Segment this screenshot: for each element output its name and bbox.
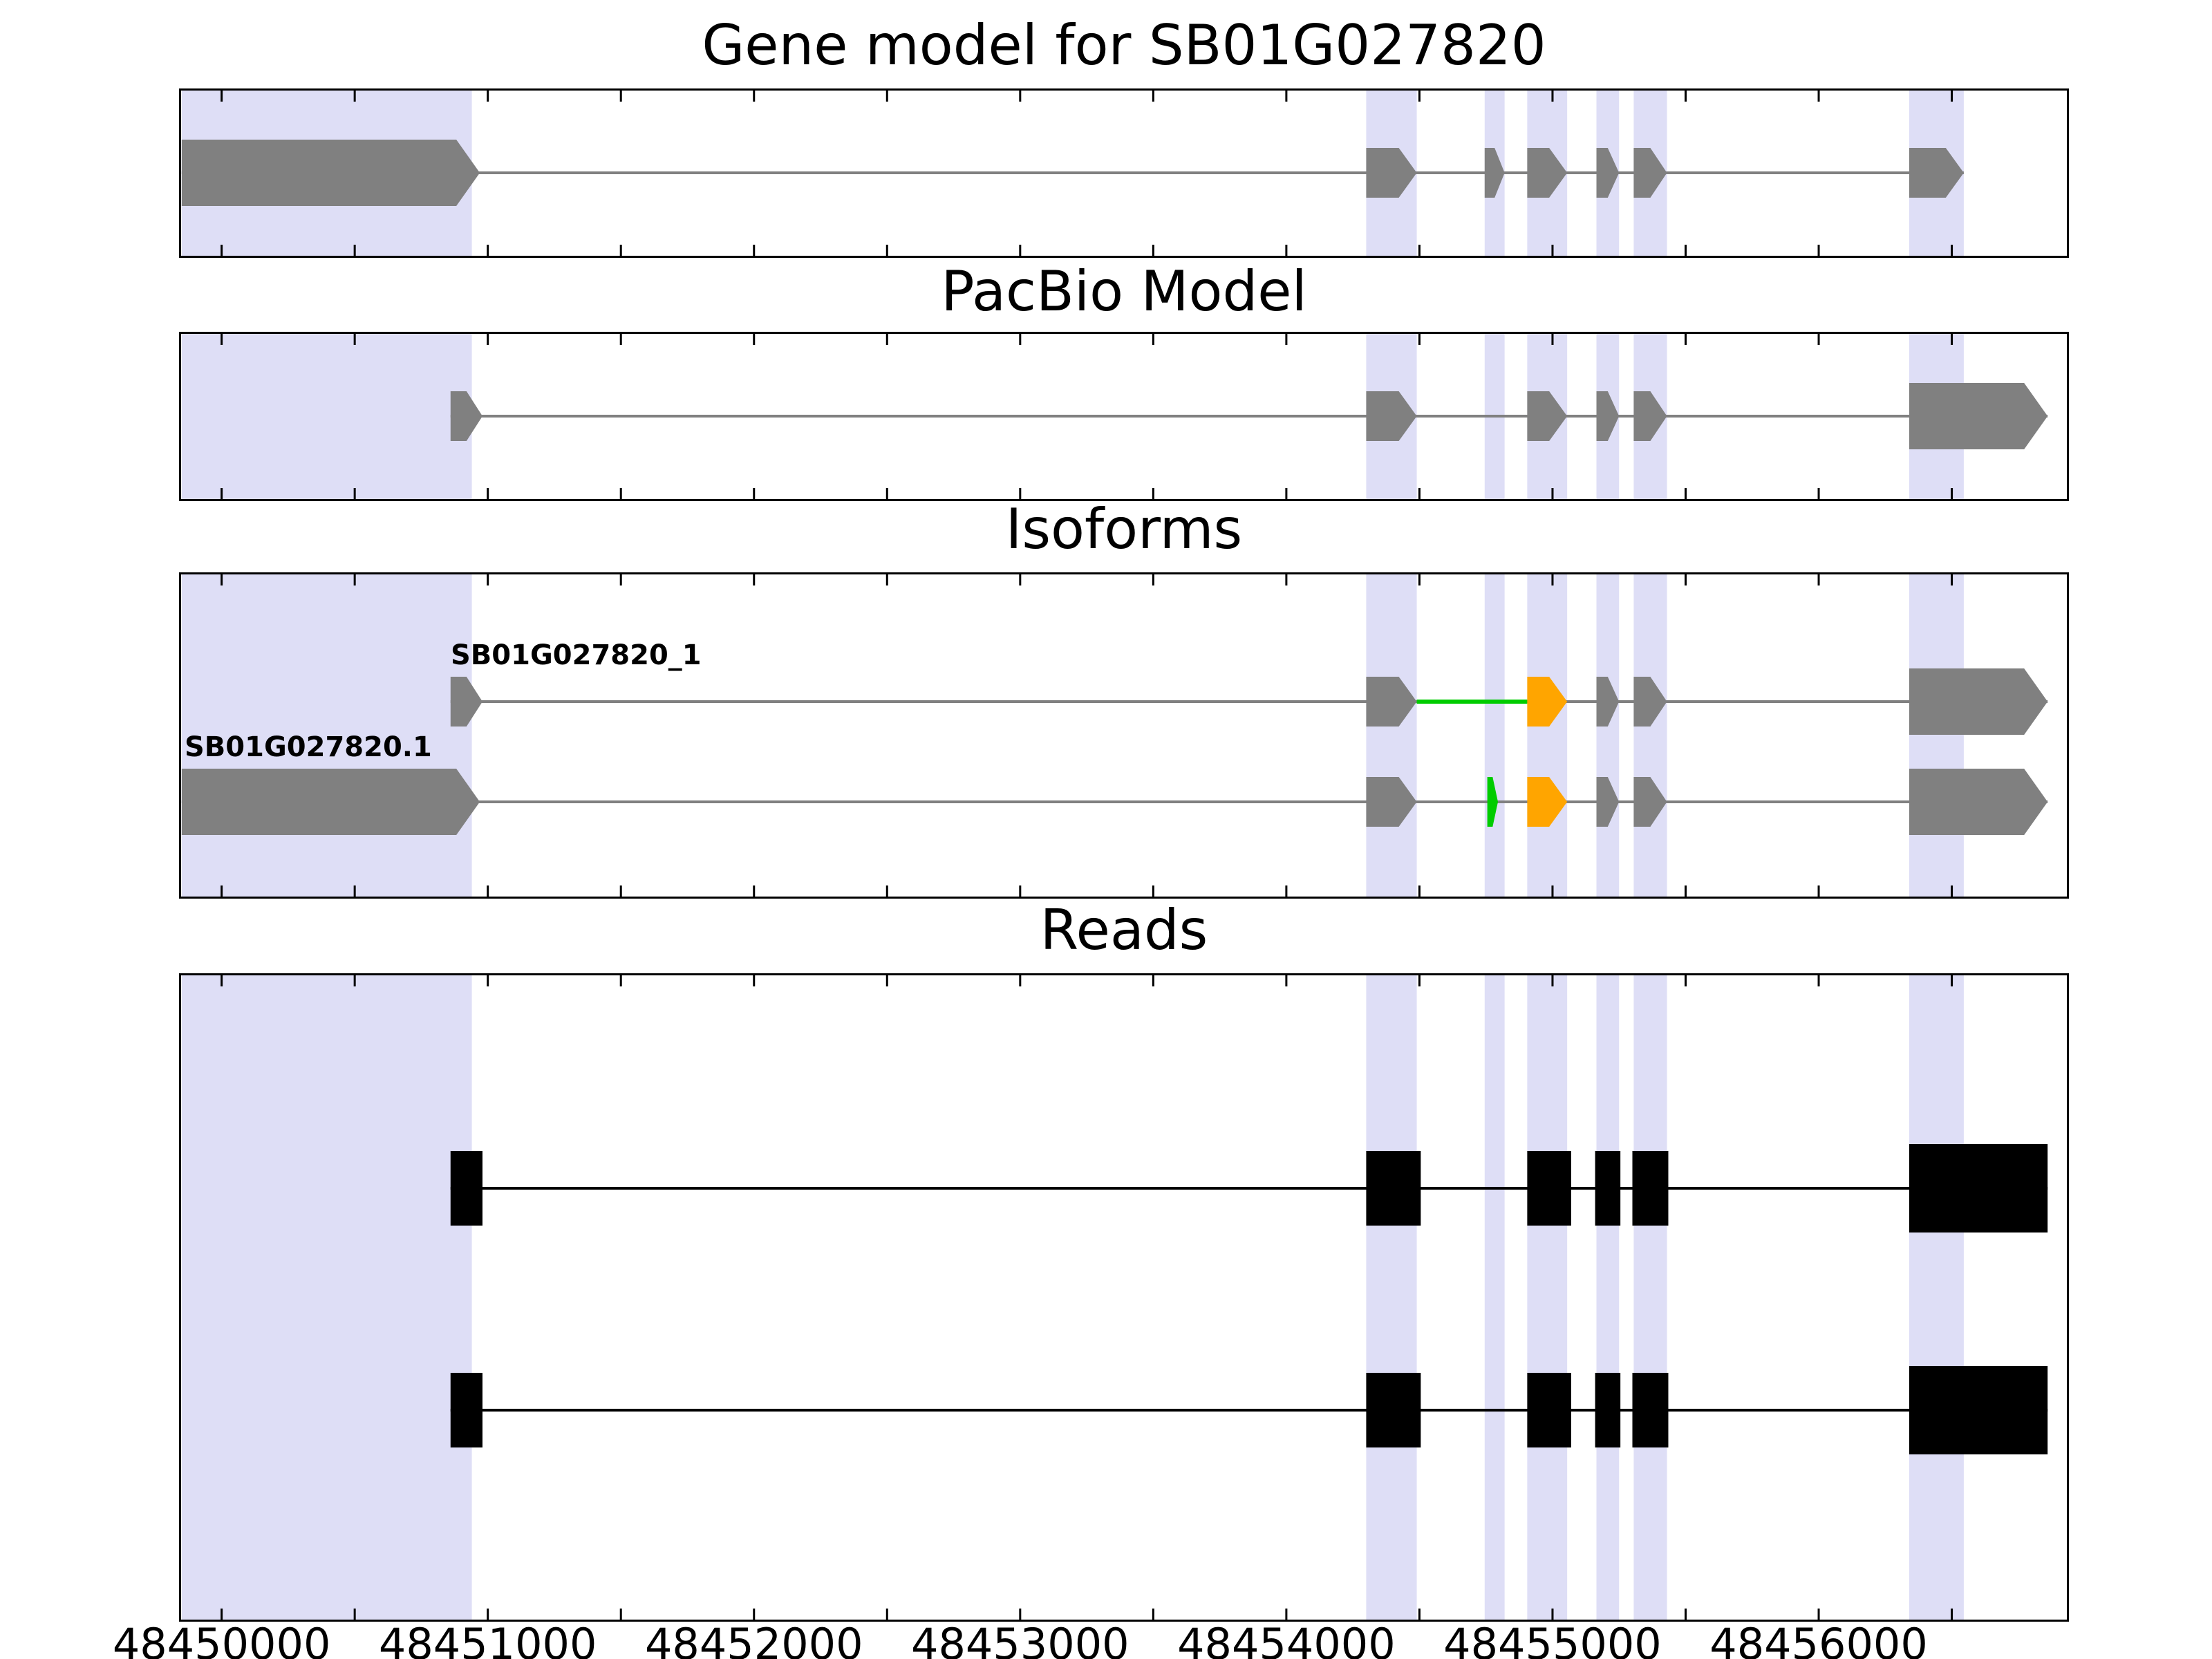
highlight-band [181,572,472,899]
exon-arrow [1366,391,1417,441]
exon-arrow [1527,148,1568,198]
panel-pacbio-model [179,332,2069,501]
exon-arrow [1596,148,1620,198]
exon-arrow [450,677,482,727]
highlight-band [1909,572,1964,899]
exon-arrow [1909,383,2048,449]
exon-arrow [1909,668,2048,735]
highlight-band [181,973,472,1622]
highlight-band [181,332,472,501]
title-reads: Reads [1040,898,1208,962]
panel-isoforms: SB01G027820_1 SB01G027820.1 [179,572,2069,899]
exon-arrow [1633,148,1667,198]
exon-arrow [450,391,482,441]
highlight-band [1527,572,1568,899]
isoform-label-1: SB01G027820_1 [451,639,702,671]
panel-border [179,572,2069,899]
x-tick-label: 48452000 [644,1619,863,1659]
x-axis-tick-labels: 48450000 48451000 48452000 48453000 48454000… [0,1623,2212,1659]
read-block [1527,1373,1571,1447]
exon-arrow [1527,391,1568,441]
exon-arrow [1633,391,1667,441]
exon-arrow [1527,777,1568,827]
exon-arrow [1366,777,1417,827]
panel-canvas-pacbio_model [179,332,2069,501]
panel-canvas-isoforms [179,572,2069,899]
highlight-band [1484,572,1505,899]
exon-arrow [1366,148,1417,198]
exon-arrow [181,140,480,206]
highlight-band [1527,973,1568,1622]
title-pacbio-model: PacBio Model [941,259,1307,324]
exon-arrow [1484,148,1505,198]
read-block [1909,1144,2048,1232]
highlight-band [1484,973,1505,1622]
x-tick-label: 48454000 [1177,1619,1396,1659]
highlight-band [1366,572,1417,899]
read-block [1595,1373,1621,1447]
x-tick-label: 48451000 [378,1619,597,1659]
exon-arrow [1633,777,1667,827]
title-gene-model: Gene model for SB01G027820 [702,13,1546,77]
highlight-band [1633,572,1667,899]
read-block [450,1151,482,1226]
isoform-label-2: SB01G027820.1 [185,731,432,763]
panel-border [179,973,2069,1622]
title-isoforms: Isoforms [1005,497,1243,561]
read-block [1366,1151,1421,1226]
read-block [1632,1151,1669,1226]
highlight-band [1633,973,1667,1622]
exon-arrow [1527,677,1568,727]
panel-canvas-gene_model [179,88,2069,258]
exon-arrow [1596,777,1620,827]
panel-canvas-reads [179,973,2069,1622]
exon-arrow [1909,148,1964,198]
exon-arrow [1366,677,1417,727]
x-tick-label: 48456000 [1709,1619,1928,1659]
read-block [1366,1373,1421,1447]
read-block [450,1373,482,1447]
panel-reads [179,973,2069,1622]
read-block [1527,1151,1571,1226]
highlight-band [1366,973,1417,1622]
panel-gene-model [179,88,2069,258]
highlight-band [1596,973,1620,1622]
panel-border [179,332,2069,501]
exon-arrow [181,769,480,835]
x-tick-label: 48453000 [911,1619,1130,1659]
exon-arrow [1596,677,1620,727]
exon-arrow [1909,769,2048,835]
exon-arrow [1596,391,1620,441]
x-tick-label: 48450000 [112,1619,331,1659]
panel-border [179,88,2069,258]
x-tick-label: 48455000 [1443,1619,1662,1659]
highlight-band [1596,572,1620,899]
exon-arrow [1633,677,1667,727]
read-block [1632,1373,1669,1447]
read-block [1595,1151,1621,1226]
highlight-band [1909,973,1964,1622]
read-block [1909,1366,2048,1454]
